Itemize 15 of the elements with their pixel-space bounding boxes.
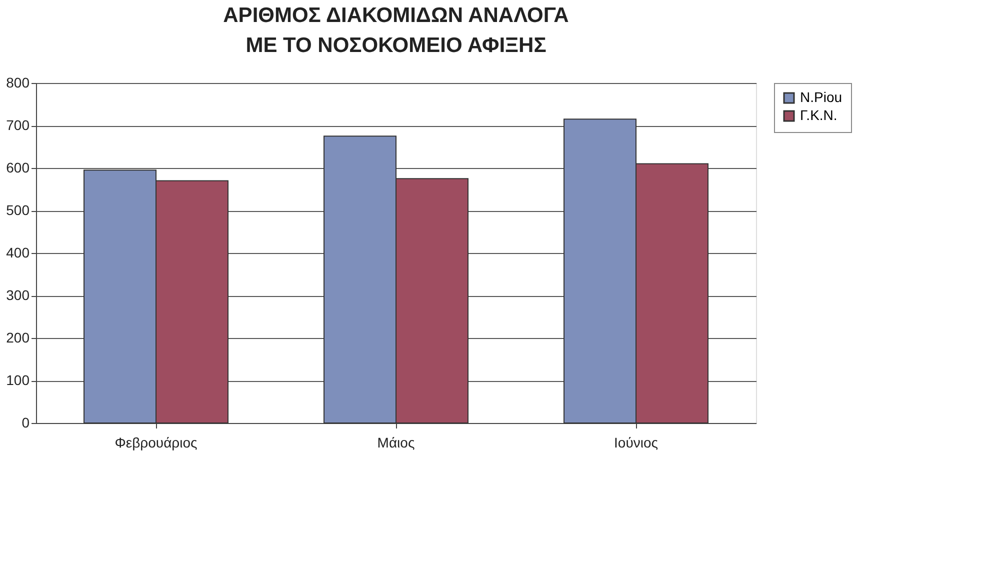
- y-tick-label: 600: [6, 160, 30, 176]
- x-tick-label: Φεβρουάριος: [114, 434, 198, 450]
- x-tick-label: Ιούνιος: [614, 434, 658, 450]
- y-tick-label: 0: [22, 414, 30, 430]
- x-tick-label: Μάιος: [377, 434, 415, 450]
- y-tick-label: 200: [6, 330, 30, 346]
- y-tick-label: 100: [6, 372, 30, 388]
- y-tick-label: 800: [6, 74, 30, 90]
- chart-title: ΑΡΙΘΜΟΣ ΔΙΑΚΟΜΙΔΩΝ ΑΝΑΛΟΓΑ ΜΕ ΤΟ ΝΟΣΟΚΟΜΕΙΟ ΑΦΙΞΗΣ: [223, 4, 569, 57]
- y-tick-label: 400: [6, 244, 30, 260]
- legend-label: N.Piou: [800, 89, 842, 105]
- y-tick-label: 700: [6, 117, 30, 133]
- y-tick-label: 500: [6, 202, 30, 218]
- legend-label: Γ.Κ.Ν.: [800, 107, 838, 123]
- y-tick-label: 300: [6, 287, 30, 303]
